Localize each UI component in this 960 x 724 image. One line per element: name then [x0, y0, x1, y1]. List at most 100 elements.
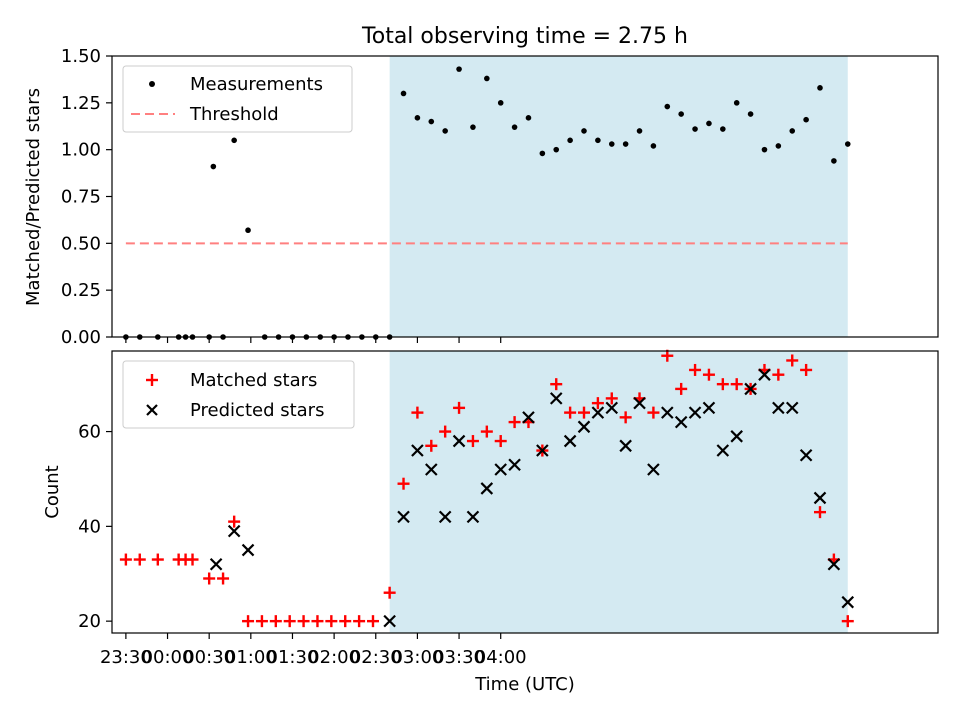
top-y-tick-label: 1.00: [61, 140, 101, 161]
matched-star-point: [716, 378, 729, 391]
predicted-star-point: [227, 524, 241, 538]
predicted-star-point: [661, 406, 674, 419]
legend-measurements-label: Measurements: [190, 74, 323, 95]
measurement-point: [761, 146, 768, 153]
predicted-star-point: [438, 510, 452, 524]
matched-star-point: [466, 435, 479, 448]
matched-star-point: [772, 368, 785, 381]
measurement-point: [581, 128, 587, 134]
x-tick-label: 02:30: [350, 647, 402, 668]
top-y-ticks: 0.00 0.25 0.50 0.75 1.00 1.25 1.50: [61, 46, 112, 348]
matched-star-point: [661, 349, 674, 362]
matched-star-point: [366, 615, 379, 628]
matched-star-point: [591, 397, 604, 410]
legend-predicted-label: Predicted stars: [190, 400, 324, 421]
top-x-ticks: [125, 337, 502, 343]
bottom-axes-frame: [111, 350, 939, 634]
x-axis-label: Time (UTC): [474, 674, 575, 695]
measurement-point: [497, 100, 504, 106]
top-y-tick-label: 0.25: [61, 280, 101, 301]
matched-star-point: [283, 615, 296, 628]
bottom-x-ticks: 23:3000:0000:3001:0001:3002:0002:3003:00…: [100, 633, 527, 668]
matched-star-point: [480, 425, 493, 438]
matched-star-point: [702, 368, 715, 381]
top-legend-box: [122, 65, 353, 133]
bottom-y-tick-label: 40: [78, 516, 101, 537]
measurement-point: [775, 143, 782, 149]
x-tick-label: 02:00: [308, 647, 360, 668]
predicted-star-point: [633, 396, 646, 410]
matched-star-point: [786, 354, 799, 367]
measurement-point: [678, 111, 684, 117]
matched-star-point: [619, 411, 632, 424]
legend-measurements-marker: [149, 81, 155, 87]
matched-star-point: [311, 615, 324, 628]
predicted-star-point: [841, 595, 855, 609]
measurement-point: [831, 158, 837, 164]
predicted-star-point: [536, 444, 549, 457]
legend-predicted-marker: [146, 404, 158, 416]
predicted-star-point: [577, 420, 591, 434]
bottom-y-tick-label: 60: [78, 422, 101, 443]
bottom-y-axis-label: Count: [42, 465, 63, 518]
measurement-point: [692, 126, 698, 132]
measurement-point: [414, 115, 421, 121]
predicted-star-point: [452, 434, 466, 448]
predicted-star-point: [785, 401, 799, 415]
measurement-point: [608, 141, 615, 147]
matched-star-point: [242, 615, 255, 628]
predicted-star-point: [813, 491, 827, 505]
matched-star-point: [217, 572, 230, 585]
bottom-y-tick-label: 20: [78, 611, 101, 632]
measurement-point: [595, 137, 601, 144]
bottom-panel: 20 40 60 23:3000:0000:3001:0001:3002:0002:…: [42, 349, 939, 695]
matched-star-point: [151, 553, 164, 566]
predicted-star-point: [605, 401, 619, 415]
predicted-star-point: [480, 482, 494, 495]
predicted-star-point: [674, 415, 688, 429]
predicted-star-point: [466, 510, 480, 524]
matched-star-point: [730, 378, 743, 391]
measurement-point: [747, 111, 754, 117]
bottom-highlight-span: [389, 351, 848, 633]
matched-star-point: [133, 553, 146, 566]
predicted-star-point: [730, 430, 743, 443]
predicted-star-point: [549, 392, 563, 405]
predicted-star-point: [688, 406, 702, 419]
predicted-star-point: [383, 614, 396, 628]
predicted-star-point: [744, 382, 757, 396]
matched-star-point: [186, 553, 199, 566]
predicted-star-point: [209, 557, 223, 571]
bottom-legend: Matched stars Predicted stars: [122, 360, 355, 429]
top-y-tick-label: 0.75: [61, 187, 101, 208]
x-tick-label: 00:30: [183, 647, 235, 668]
measurement-point: [567, 137, 573, 144]
legend-matched-marker: [146, 374, 158, 386]
top-highlight-span: [389, 56, 848, 337]
measurement-point: [525, 115, 532, 121]
measurement-point: [803, 116, 809, 123]
matched-star-point: [494, 435, 507, 448]
measurement-point: [636, 128, 643, 134]
matched-star-point: [550, 378, 563, 391]
matched-star-point: [269, 615, 282, 628]
matched-star-point: [203, 572, 216, 585]
predicted-star-point: [241, 543, 255, 557]
measurement-point: [664, 103, 671, 110]
predicted-star-point: [508, 458, 521, 472]
measurement-point: [442, 128, 448, 134]
x-tick-label: 01:30: [267, 647, 319, 668]
top-y-tick-label: 0.50: [61, 233, 101, 254]
legend-threshold-label: Threshold: [189, 104, 279, 125]
predicted-star-point: [758, 368, 771, 381]
top-legend: Measurements Threshold: [122, 65, 353, 133]
x-tick-label: 03:00: [391, 647, 443, 668]
measurement-point: [817, 85, 823, 91]
measurement-point: [470, 124, 476, 130]
matched-star-point: [439, 425, 452, 438]
matched-star-point: [339, 615, 352, 628]
x-tick-label: 04:00: [475, 647, 527, 668]
predicted-star-point: [799, 448, 813, 462]
matched-star-point: [814, 506, 826, 519]
